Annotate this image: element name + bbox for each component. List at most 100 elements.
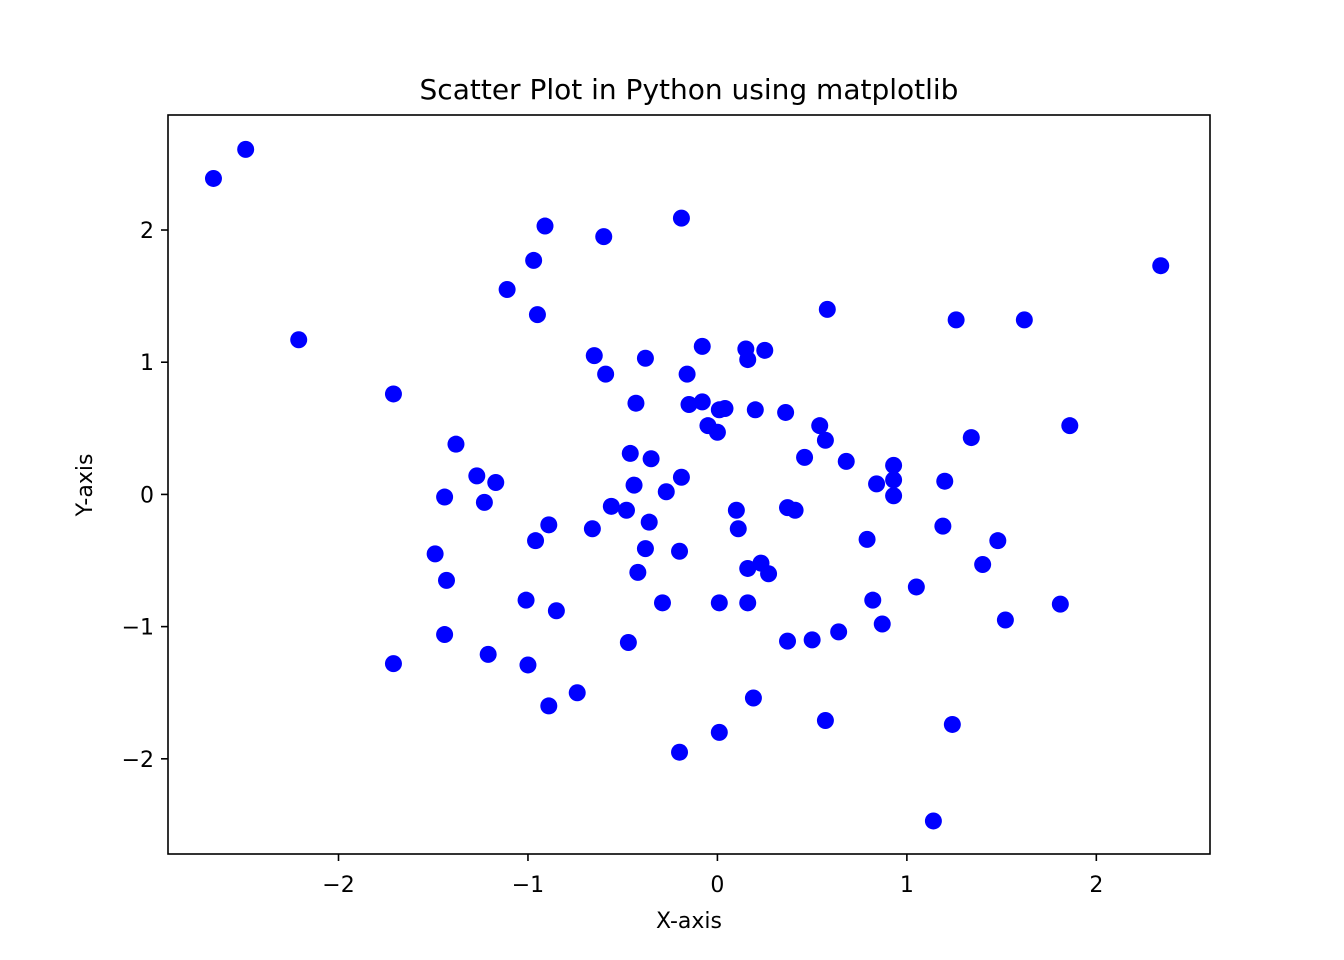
data-point <box>436 488 454 506</box>
data-point <box>936 472 954 490</box>
data-point <box>536 217 554 235</box>
x-tick-label: −1 <box>512 873 544 898</box>
data-point <box>760 565 778 583</box>
data-point <box>568 684 586 702</box>
data-point <box>384 385 402 403</box>
x-tick-label: 2 <box>1089 873 1103 898</box>
data-point <box>777 403 795 421</box>
x-tick-label: 0 <box>710 873 724 898</box>
data-point <box>947 311 965 329</box>
data-point <box>1061 417 1079 435</box>
y-tick-label: −2 <box>122 748 154 773</box>
data-point <box>595 228 613 246</box>
data-point <box>636 540 654 558</box>
data-point <box>811 417 829 435</box>
data-point <box>547 602 565 620</box>
data-point <box>1051 595 1069 613</box>
y-axis-label: Y-axis <box>73 454 98 518</box>
data-point <box>693 337 711 355</box>
data-point <box>597 365 615 383</box>
data-point <box>527 532 545 550</box>
data-point <box>885 456 903 474</box>
data-point <box>525 251 543 269</box>
data-point <box>996 611 1014 629</box>
data-point <box>962 429 980 447</box>
data-point <box>619 633 637 651</box>
data-point <box>621 444 639 462</box>
data-point <box>642 450 660 468</box>
data-point <box>837 452 855 470</box>
data-point <box>436 626 454 644</box>
data-point <box>756 341 774 359</box>
data-point <box>727 501 745 519</box>
data-point <box>716 399 734 417</box>
data-point <box>528 306 546 324</box>
data-point <box>426 545 444 563</box>
data-point <box>858 530 876 548</box>
data-point <box>498 281 516 299</box>
data-point <box>907 578 925 596</box>
data-point <box>540 516 558 534</box>
data-point <box>803 631 821 649</box>
data-point <box>384 655 402 673</box>
data-point <box>796 448 814 466</box>
data-point <box>710 723 728 741</box>
x-axis-ticks: −2 −1 0 1 2 <box>322 854 1103 898</box>
data-point <box>671 743 689 761</box>
data-point <box>640 513 658 531</box>
x-tick-label: −2 <box>322 873 354 898</box>
data-point <box>934 517 952 535</box>
y-tick-label: 0 <box>140 483 154 508</box>
data-point <box>830 623 848 641</box>
data-point <box>487 474 505 492</box>
data-point <box>627 394 645 412</box>
data-point <box>479 645 497 663</box>
data-point <box>708 423 726 441</box>
data-point <box>873 615 891 633</box>
x-axis-label: X-axis <box>656 909 722 934</box>
data-point <box>629 563 647 581</box>
data-point <box>468 467 486 485</box>
data-point <box>1015 311 1033 329</box>
data-point <box>672 468 690 486</box>
data-point <box>447 435 465 453</box>
data-points <box>204 140 1170 830</box>
data-point <box>1152 257 1170 275</box>
data-point <box>739 594 757 612</box>
data-point <box>657 483 675 501</box>
data-point <box>885 471 903 489</box>
data-point <box>585 347 603 365</box>
data-point <box>786 501 804 519</box>
data-point <box>739 351 757 369</box>
data-point <box>818 300 836 318</box>
data-point <box>729 520 747 538</box>
data-point <box>290 331 308 349</box>
data-point <box>672 209 690 227</box>
y-axis-ticks: −2 −1 0 1 2 <box>122 219 168 773</box>
data-point <box>989 532 1007 550</box>
plot-area-frame <box>167 114 1211 855</box>
data-point <box>710 594 728 612</box>
data-point <box>739 559 757 577</box>
data-point <box>671 542 689 560</box>
data-point <box>583 520 601 538</box>
chart-title: Scatter Plot in Python using matplotlib <box>420 73 959 106</box>
data-point <box>746 401 764 419</box>
data-point <box>204 169 222 187</box>
data-point <box>816 711 834 729</box>
data-point <box>540 697 558 715</box>
data-point <box>885 487 903 505</box>
data-point <box>653 594 671 612</box>
data-point <box>943 715 961 733</box>
data-point <box>816 431 834 449</box>
data-point <box>625 476 643 494</box>
data-point <box>924 812 942 830</box>
data-point <box>864 591 882 609</box>
data-point <box>519 656 537 674</box>
data-point <box>744 689 762 707</box>
data-point <box>693 393 711 411</box>
data-point <box>602 497 620 515</box>
data-point <box>636 349 654 367</box>
